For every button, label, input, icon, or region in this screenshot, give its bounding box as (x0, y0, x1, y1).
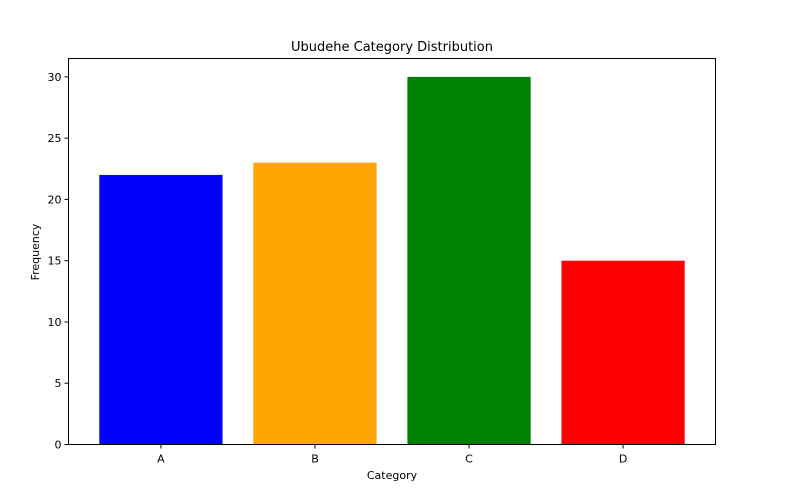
y-tick-label: 10 (48, 316, 62, 329)
plot-frame (68, 58, 716, 445)
y-tick-label: 5 (55, 377, 62, 390)
y-axis-label: Frequency (29, 223, 42, 280)
chart-title: Ubudehe Category Distribution (291, 40, 493, 55)
y-tick-label: 25 (48, 132, 62, 145)
x-tick-label: C (465, 453, 473, 466)
y-tick-label: 0 (55, 439, 62, 452)
x-tick-label: A (157, 453, 165, 466)
x-tick-label: B (311, 453, 319, 466)
y-tick-label: 20 (48, 193, 62, 206)
x-axis: A B C D (157, 444, 627, 466)
y-tick-label: 15 (48, 255, 62, 268)
bar-d (561, 260, 685, 445)
x-tick-label: D (619, 453, 627, 466)
bars-layer (99, 76, 685, 445)
y-axis: 0 5 10 15 20 25 30 (48, 71, 69, 452)
bar-c (407, 76, 531, 445)
bar-a (99, 174, 223, 445)
bar-b (253, 162, 377, 445)
x-axis-label: Category (367, 469, 418, 482)
y-tick-label: 30 (48, 71, 62, 84)
